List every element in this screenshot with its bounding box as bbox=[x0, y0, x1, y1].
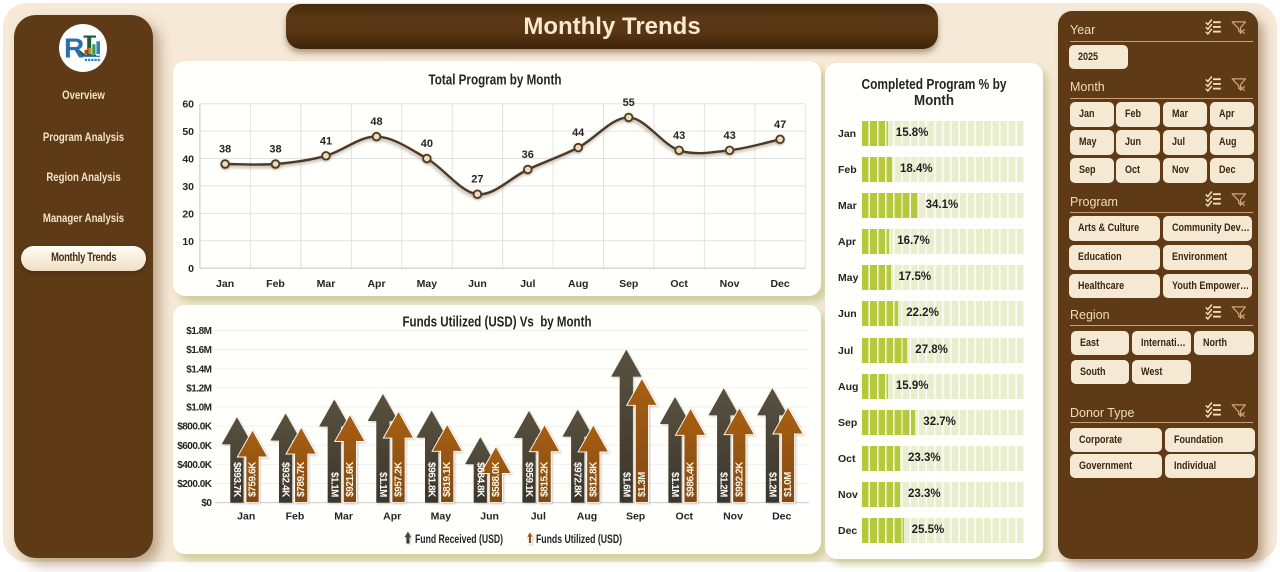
svg-text:$1.2M: $1.2M bbox=[766, 472, 777, 497]
svg-text:Sep: Sep bbox=[619, 278, 638, 290]
svg-text:Feb: Feb bbox=[286, 511, 305, 523]
svg-text:$1.3M: $1.3M bbox=[637, 472, 648, 497]
svg-text:Apr: Apr bbox=[367, 278, 385, 290]
svg-text:Funds Utilized (USD) Vs by Mo: Funds Utilized (USD) Vs by Month bbox=[403, 315, 592, 331]
svg-text:$600.0K: $600.0K bbox=[177, 441, 213, 452]
svg-text:$1.6M: $1.6M bbox=[186, 345, 211, 356]
svg-text:27: 27 bbox=[471, 174, 483, 186]
svg-text:$1.8M: $1.8M bbox=[186, 326, 211, 337]
svg-text:10: 10 bbox=[182, 236, 194, 248]
svg-text:Feb: Feb bbox=[266, 278, 285, 290]
svg-text:0: 0 bbox=[188, 263, 194, 275]
svg-text:Aug: Aug bbox=[568, 278, 588, 290]
svg-text:55: 55 bbox=[623, 97, 635, 109]
svg-text:Mar: Mar bbox=[317, 278, 336, 290]
svg-text:$961.8K: $961.8K bbox=[426, 462, 437, 498]
svg-text:50: 50 bbox=[182, 126, 194, 138]
svg-text:Jun: Jun bbox=[468, 278, 487, 290]
svg-text:Mar: Mar bbox=[334, 511, 353, 523]
svg-text:38: 38 bbox=[219, 144, 231, 156]
svg-text:$959.1K: $959.1K bbox=[523, 462, 534, 498]
svg-text:$1.0M: $1.0M bbox=[186, 403, 211, 414]
svg-text:Jul: Jul bbox=[520, 278, 535, 290]
svg-text:$921.6K: $921.6K bbox=[345, 461, 356, 497]
svg-text:$1.1M: $1.1M bbox=[377, 472, 388, 497]
svg-text:Aug: Aug bbox=[577, 511, 597, 523]
svg-text:$1.2M: $1.2M bbox=[718, 472, 729, 497]
svg-text:$819.1K: $819.1K bbox=[442, 461, 453, 497]
svg-text:$957.2K: $957.2K bbox=[394, 461, 405, 497]
svg-text:$812.8K: $812.8K bbox=[588, 461, 599, 497]
svg-text:48: 48 bbox=[370, 116, 382, 128]
svg-text:Oct: Oct bbox=[670, 278, 688, 290]
svg-text:R: R bbox=[64, 33, 84, 64]
svg-text:$1.0M: $1.0M bbox=[783, 472, 794, 497]
svg-text:Apr: Apr bbox=[383, 511, 401, 523]
svg-text:36: 36 bbox=[522, 149, 534, 161]
svg-text:Jan: Jan bbox=[237, 511, 255, 523]
svg-text:$986.4K: $986.4K bbox=[686, 461, 697, 497]
svg-text:Jan: Jan bbox=[216, 278, 234, 290]
svg-text:Funds Utilized (USD): Funds Utilized (USD) bbox=[536, 532, 622, 546]
svg-text:$1.4M: $1.4M bbox=[186, 364, 211, 375]
svg-text:$800.0K: $800.0K bbox=[177, 422, 213, 433]
svg-text:$992.2K: $992.2K bbox=[734, 461, 745, 497]
svg-text:$1.1M: $1.1M bbox=[328, 472, 339, 497]
svg-text:$400.0K: $400.0K bbox=[177, 460, 213, 471]
svg-text:43: 43 bbox=[673, 130, 685, 142]
svg-text:43: 43 bbox=[723, 130, 735, 142]
svg-text:$1.6M: $1.6M bbox=[620, 472, 631, 497]
svg-text:$200.0K: $200.0K bbox=[177, 479, 213, 490]
svg-text:47: 47 bbox=[774, 119, 786, 131]
svg-text:$815.2K: $815.2K bbox=[540, 461, 551, 497]
svg-text:$972.8K: $972.8K bbox=[572, 462, 583, 498]
svg-text:44: 44 bbox=[572, 127, 585, 139]
svg-text:41: 41 bbox=[320, 135, 332, 147]
svg-text:Sep: Sep bbox=[626, 511, 645, 523]
svg-text:Dec: Dec bbox=[770, 278, 789, 290]
svg-text:Total Program by Month: Total Program by Month bbox=[429, 73, 562, 89]
svg-text:38: 38 bbox=[269, 144, 281, 156]
svg-text:Jul: Jul bbox=[531, 511, 546, 523]
svg-text:$893.7K: $893.7K bbox=[231, 462, 242, 498]
svg-text:Nov: Nov bbox=[723, 511, 743, 523]
svg-text:$932.4K: $932.4K bbox=[280, 462, 291, 498]
svg-text:$789.7K: $789.7K bbox=[296, 461, 307, 497]
svg-text:60: 60 bbox=[182, 99, 194, 111]
svg-text:30: 30 bbox=[182, 181, 194, 193]
svg-text:May: May bbox=[431, 511, 452, 523]
svg-text:Dec: Dec bbox=[772, 511, 791, 523]
svg-text:May: May bbox=[417, 278, 438, 290]
svg-text:Month: Month bbox=[914, 93, 954, 109]
svg-text:40: 40 bbox=[182, 154, 194, 166]
svg-text:Nov: Nov bbox=[720, 278, 740, 290]
svg-text:40: 40 bbox=[421, 138, 433, 150]
svg-text:$0: $0 bbox=[201, 498, 212, 509]
svg-text:20: 20 bbox=[182, 208, 194, 220]
svg-text:$759.6K: $759.6K bbox=[248, 461, 259, 497]
svg-text:Oct: Oct bbox=[676, 511, 694, 523]
svg-text:$1.2M: $1.2M bbox=[186, 384, 211, 395]
svg-text:$588.0K: $588.0K bbox=[491, 461, 502, 497]
svg-text:$1.1M: $1.1M bbox=[669, 472, 680, 497]
svg-text:Jun: Jun bbox=[480, 511, 499, 523]
svg-text:$684.8K: $684.8K bbox=[474, 462, 485, 498]
svg-text:Completed Program % by: Completed Program % by bbox=[862, 77, 1007, 93]
svg-text:Fund Received (USD): Fund Received (USD) bbox=[415, 532, 503, 546]
